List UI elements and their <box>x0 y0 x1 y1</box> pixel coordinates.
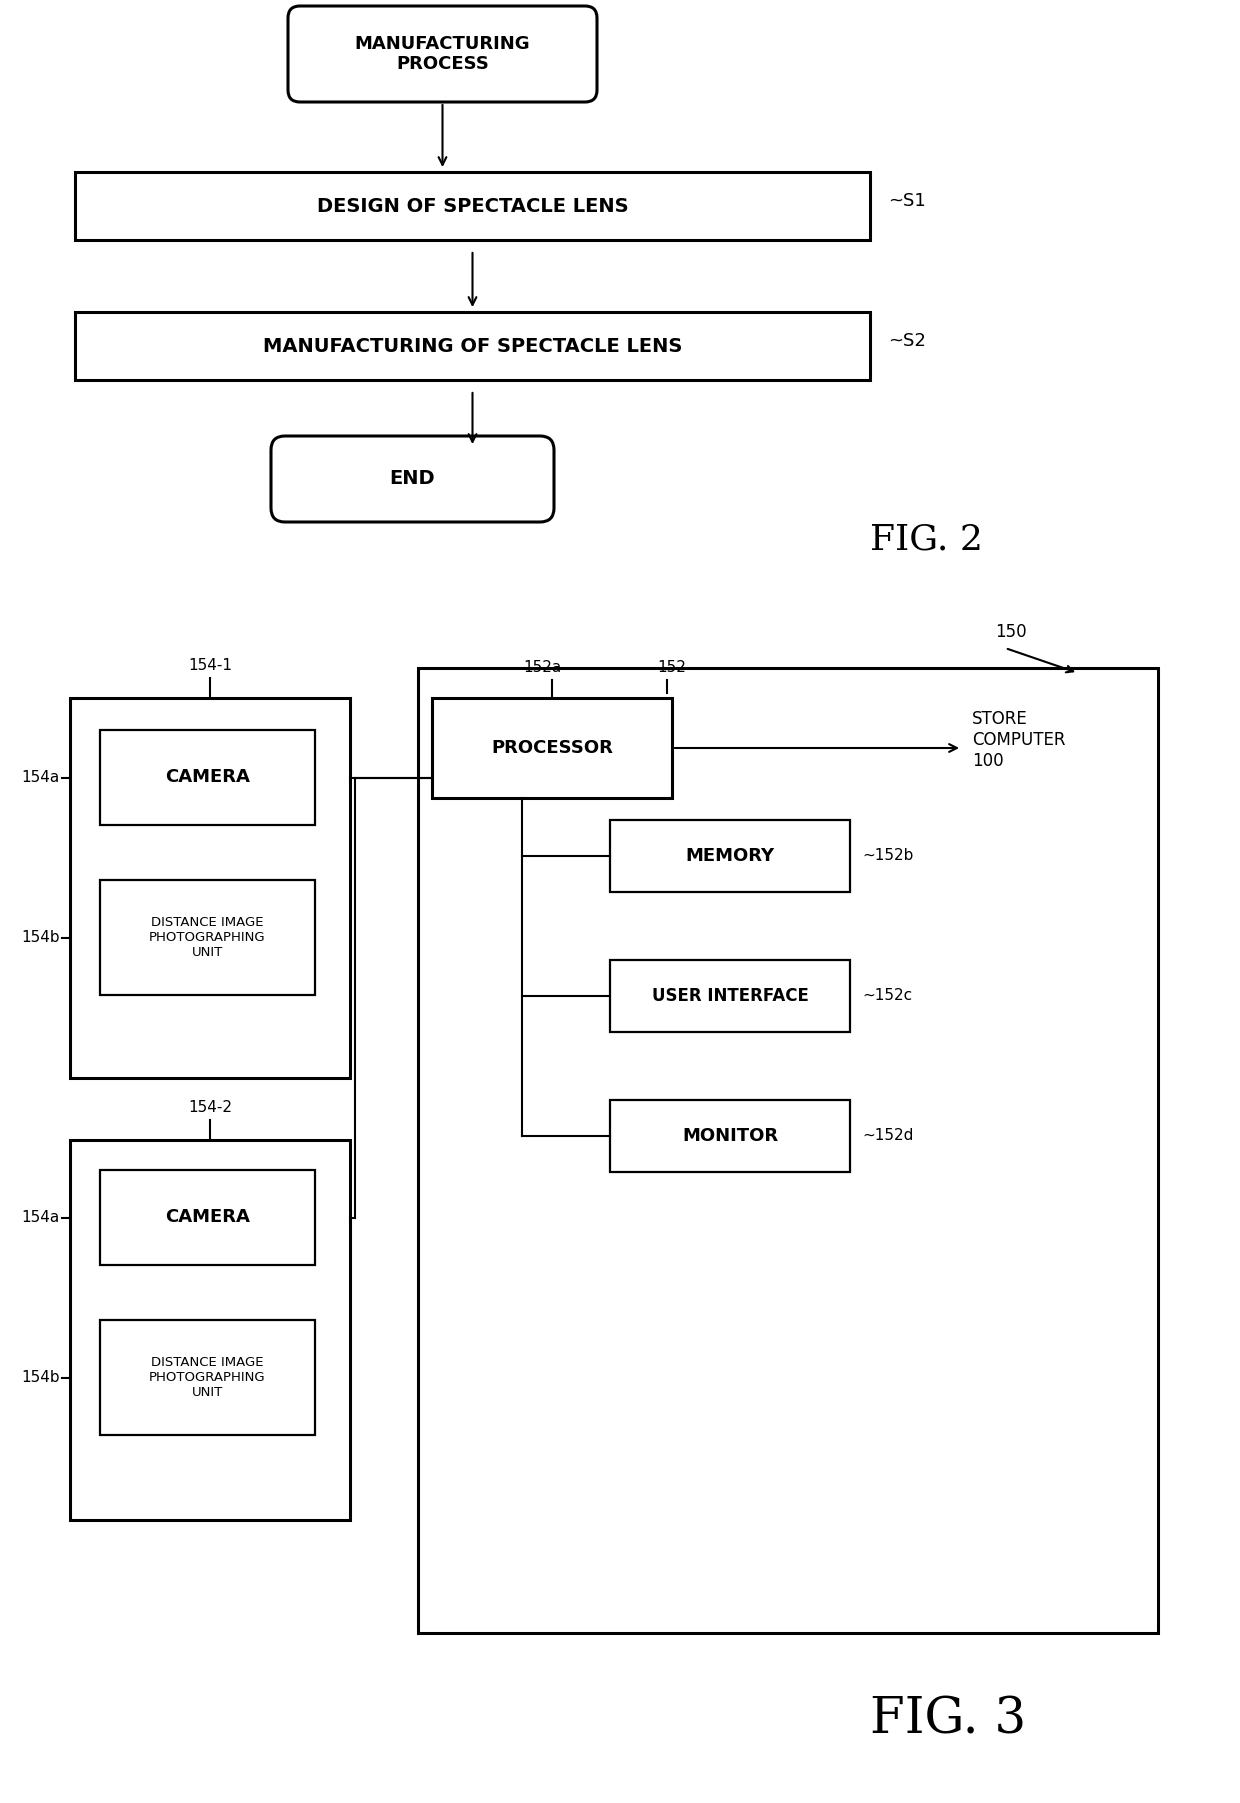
Text: DISTANCE IMAGE
PHOTOGRAPHING
UNIT: DISTANCE IMAGE PHOTOGRAPHING UNIT <box>149 1356 265 1399</box>
Text: FIG. 3: FIG. 3 <box>870 1695 1027 1745</box>
Text: 154a: 154a <box>22 770 60 784</box>
Text: MEMORY: MEMORY <box>686 847 775 865</box>
FancyBboxPatch shape <box>288 5 596 103</box>
Bar <box>100 730 315 826</box>
Text: END: END <box>389 469 435 489</box>
Text: MANUFACTURING OF SPECTACLE LENS: MANUFACTURING OF SPECTACLE LENS <box>263 337 682 355</box>
Text: ~152c: ~152c <box>862 988 913 1004</box>
Text: STORE
COMPUTER
100: STORE COMPUTER 100 <box>972 710 1065 770</box>
Text: ~152d: ~152d <box>862 1129 914 1143</box>
Text: ~S2: ~S2 <box>888 332 926 350</box>
Text: USER INTERFACE: USER INTERFACE <box>651 986 808 1004</box>
Text: 152a: 152a <box>523 660 562 676</box>
Bar <box>100 880 315 995</box>
Bar <box>418 667 1158 1634</box>
Bar <box>100 1320 315 1435</box>
Text: 154-1: 154-1 <box>188 658 232 674</box>
Text: 154a: 154a <box>22 1210 60 1224</box>
Text: 154b: 154b <box>21 930 60 945</box>
FancyBboxPatch shape <box>272 436 554 523</box>
Text: 154-2: 154-2 <box>188 1100 232 1116</box>
Bar <box>74 312 870 380</box>
Bar <box>432 698 672 799</box>
Text: CAMERA: CAMERA <box>165 768 250 786</box>
Bar <box>610 820 849 892</box>
Text: MANUFACTURING
PROCESS: MANUFACTURING PROCESS <box>355 34 531 74</box>
Text: 152: 152 <box>657 660 686 676</box>
Bar <box>610 959 849 1031</box>
Text: ~152b: ~152b <box>862 849 914 864</box>
Bar <box>100 1170 315 1266</box>
Text: 154b: 154b <box>21 1370 60 1385</box>
Bar <box>69 698 350 1078</box>
Text: DISTANCE IMAGE
PHOTOGRAPHING
UNIT: DISTANCE IMAGE PHOTOGRAPHING UNIT <box>149 916 265 959</box>
Text: MONITOR: MONITOR <box>682 1127 777 1145</box>
Text: CAMERA: CAMERA <box>165 1208 250 1226</box>
Text: PROCESSOR: PROCESSOR <box>491 739 613 757</box>
Text: 150: 150 <box>994 624 1027 642</box>
Bar <box>69 1139 350 1520</box>
Bar <box>610 1100 849 1172</box>
Bar <box>74 171 870 240</box>
Text: DESIGN OF SPECTACLE LENS: DESIGN OF SPECTACLE LENS <box>316 197 629 216</box>
Text: ~S1: ~S1 <box>888 191 926 209</box>
Text: FIG. 2: FIG. 2 <box>870 523 983 557</box>
